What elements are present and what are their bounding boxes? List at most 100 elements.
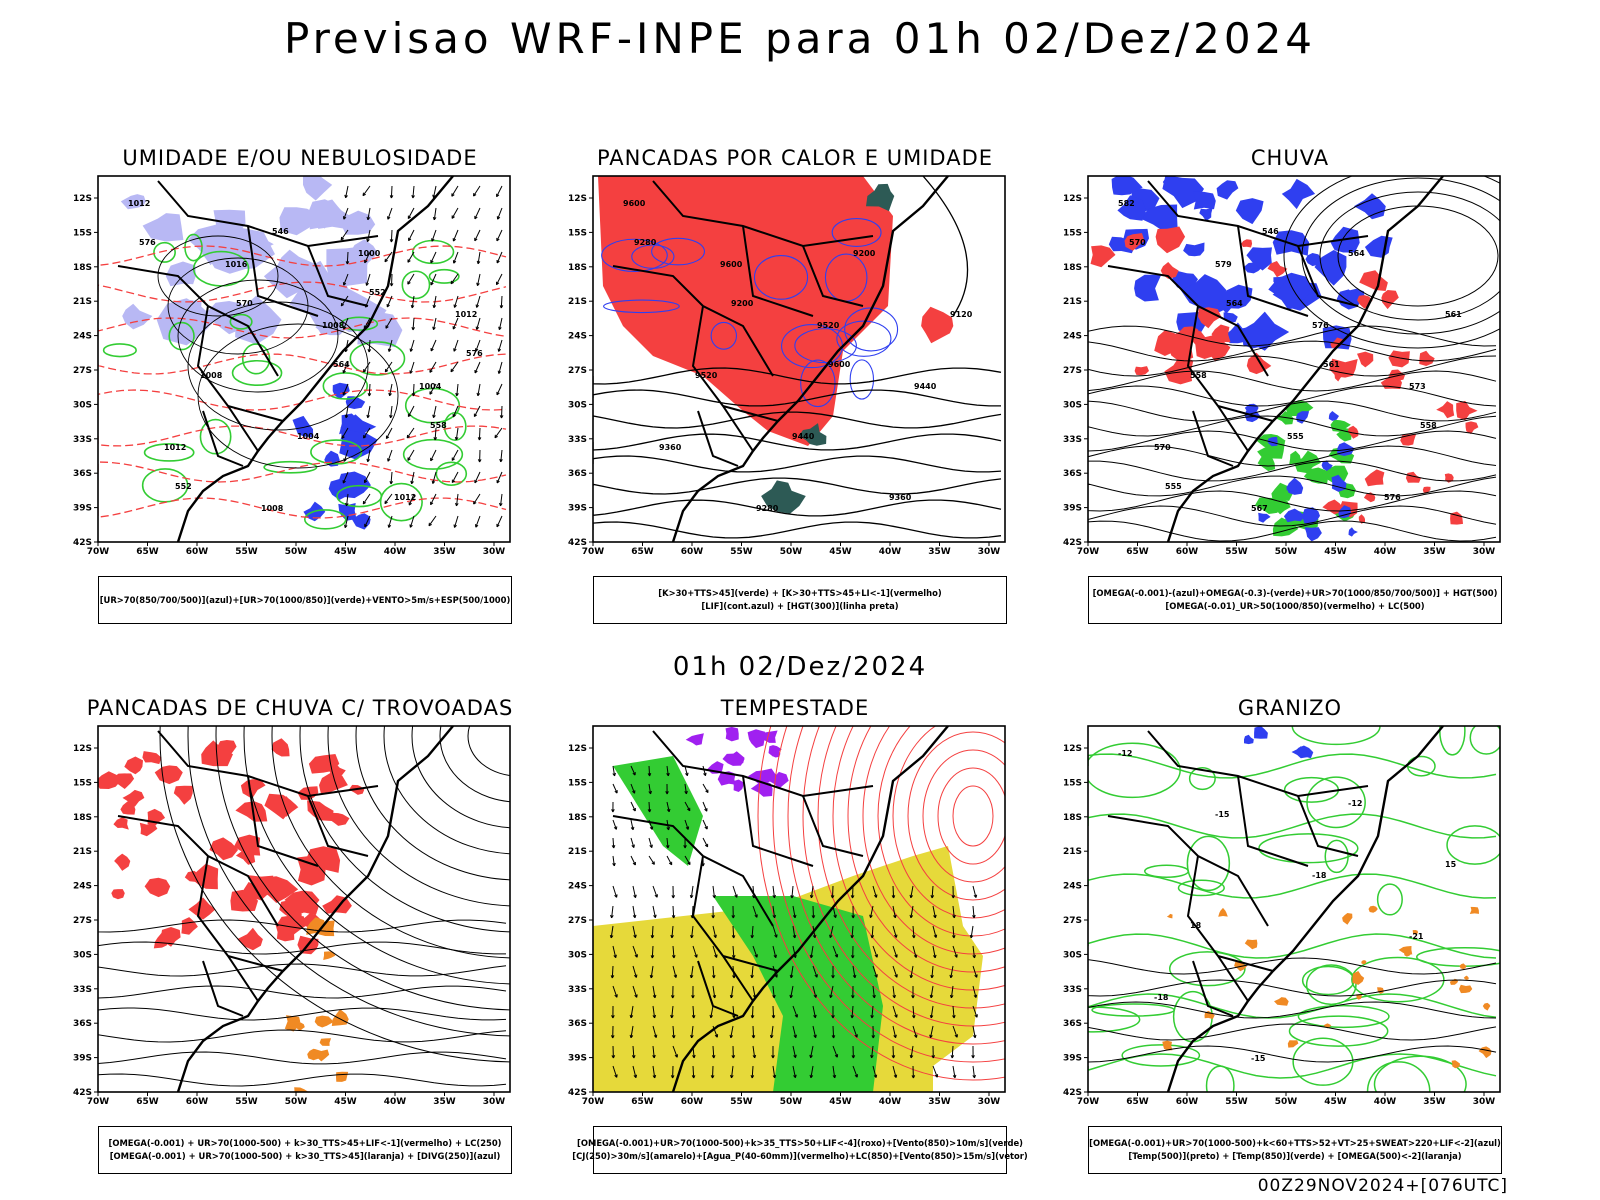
rain-area-red	[1364, 469, 1385, 487]
wind-vector	[910, 965, 914, 978]
wind-vector-head	[714, 954, 718, 958]
thunderstorm-area-red	[113, 817, 129, 830]
wind-vector	[433, 317, 437, 330]
wind-vector	[433, 207, 437, 220]
wind-vector-head	[452, 260, 457, 264]
wind-vector-head	[830, 895, 835, 899]
wind-vector-head	[652, 1074, 657, 1079]
humidity-low-contour	[168, 321, 195, 351]
lon-tick-label: 50W	[1275, 1097, 1298, 1107]
hail-area-blue	[1254, 726, 1268, 739]
wind-vector	[367, 207, 371, 220]
thunderstorm-area-orange	[312, 1048, 330, 1062]
contour-label: 582	[1118, 199, 1135, 208]
wind-vector-head	[631, 844, 635, 848]
wind-vector	[810, 1045, 814, 1058]
wind-vector-head	[342, 326, 347, 330]
lat-tick-label: 15S	[1063, 228, 1082, 238]
wind-vector	[453, 339, 459, 352]
wind-vector-head	[387, 348, 392, 352]
wind-vector	[912, 925, 915, 939]
panel-pancadas-calor: PANCADAS POR CALOR E UMIDADE 9600 9600 952…	[555, 146, 1035, 624]
wind-vector	[852, 965, 856, 978]
wind-vector-head	[685, 772, 689, 777]
rain-area-red	[1465, 421, 1479, 435]
wind-vector	[454, 515, 459, 528]
lon-tick-label: 40W	[1374, 1097, 1397, 1107]
wind-vector-head	[933, 954, 937, 959]
thunderstorm-area-red	[111, 889, 125, 900]
wind-vector-head	[709, 1014, 713, 1019]
omega-area-blue	[1193, 191, 1216, 210]
wind-vector-head	[651, 861, 655, 865]
lon-tick-label: 60W	[186, 1097, 209, 1107]
temp850-contour	[1324, 839, 1349, 874]
wind-vector-head	[407, 457, 411, 461]
wind-vector-head	[367, 393, 372, 397]
wind-vector-head	[670, 1014, 674, 1019]
wind-vector	[476, 317, 481, 330]
wind-vector	[648, 837, 653, 848]
wind-vector-head	[342, 369, 346, 374]
thunderstorm-area-red	[271, 738, 290, 757]
wind-vector-head	[673, 974, 678, 978]
wind-vector	[872, 945, 878, 958]
wind-vector	[792, 945, 796, 958]
wind-vector	[411, 471, 415, 484]
lat-tick-label: 12S	[1063, 194, 1082, 204]
wind-vector	[450, 273, 459, 285]
rain-area-red	[1124, 233, 1145, 251]
streamline-250	[327, 726, 510, 907]
wind-vector	[684, 855, 691, 865]
omega500-area-orange	[1478, 1046, 1492, 1059]
rain-area-red	[1388, 350, 1410, 368]
contour-label: -15	[1215, 810, 1230, 819]
water-contour	[907, 731, 1005, 901]
wind-vector	[650, 965, 654, 978]
wind-vector	[892, 1005, 898, 1018]
temp850-contour	[1469, 726, 1500, 755]
lat-tick-label: 12S	[73, 194, 92, 204]
humidity-low-contour	[153, 241, 176, 263]
wind-vector-head	[652, 1014, 657, 1019]
wind-vector-head	[831, 1035, 836, 1039]
wind-vector-head	[794, 1014, 798, 1018]
wind-vector	[892, 925, 897, 938]
temp500-contour	[1088, 1045, 1497, 1063]
wind-vector-head	[694, 954, 698, 958]
wind-vector	[772, 985, 775, 998]
hgt500-contour	[1088, 340, 1497, 362]
wind-vector	[751, 965, 754, 978]
wind-vector-head	[909, 894, 913, 899]
wind-vector	[751, 1065, 754, 1079]
wind-vector-head	[340, 236, 345, 241]
temp850-contour	[1088, 873, 1497, 899]
wind-vector	[612, 985, 618, 998]
temp500-contour	[1088, 979, 1497, 997]
wind-vector-head	[496, 281, 500, 286]
wind-vector-head	[929, 1034, 933, 1039]
wind-vector	[384, 361, 393, 373]
state-border	[697, 960, 739, 1017]
rain-area-red	[1267, 261, 1288, 278]
lon-tick-label: 35W	[928, 547, 951, 557]
wind-vector	[870, 905, 874, 918]
wind-vector	[851, 925, 854, 939]
wind-vector	[612, 855, 615, 866]
temp500-contour	[1088, 1023, 1497, 1041]
hgt500-contour	[1088, 505, 1497, 527]
wind-vector	[390, 471, 393, 485]
omega-area-blue	[1281, 178, 1316, 210]
wind-vector-head	[632, 790, 636, 794]
thickness-contour	[98, 389, 507, 411]
wind-vector	[611, 965, 614, 979]
lat-tick-label: 18S	[73, 263, 92, 273]
wind-vector-head	[364, 523, 368, 528]
wind-vector	[712, 985, 716, 998]
lat-tick-label: 36S	[73, 1019, 92, 1029]
wind-vector-head	[685, 826, 690, 830]
coastline	[671, 726, 949, 1092]
wind-vector	[950, 985, 954, 998]
wind-vector-head	[496, 391, 500, 396]
lat-tick-label: 42S	[1063, 538, 1082, 548]
